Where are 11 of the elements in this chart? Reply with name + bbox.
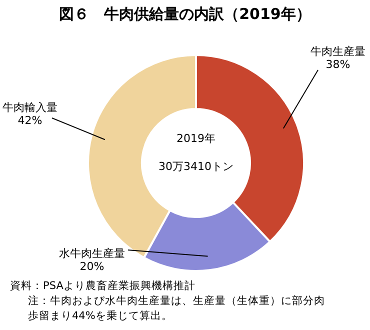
slice-label: 水牛肉生産量: [59, 247, 125, 260]
data-label: 42%: [18, 114, 42, 127]
text: 注：牛肉および水牛肉生産量は、生産量（生体重）に部分肉歩留まり44%を乗じて算出。: [28, 294, 325, 322]
data-label: 20%: [80, 260, 104, 273]
text: 2019年: [176, 132, 216, 145]
text: 資料：PSAより農畜産業振興機構推計: [10, 279, 196, 292]
slice-label: 牛肉生産量: [310, 45, 366, 58]
chart-title: 図６ 牛肉供給量の内訳（2019年）: [59, 5, 311, 23]
slice-label: 牛肉輸入量: [2, 101, 58, 114]
data-label: 38%: [326, 58, 350, 71]
text: 30万3410トン: [158, 160, 234, 173]
